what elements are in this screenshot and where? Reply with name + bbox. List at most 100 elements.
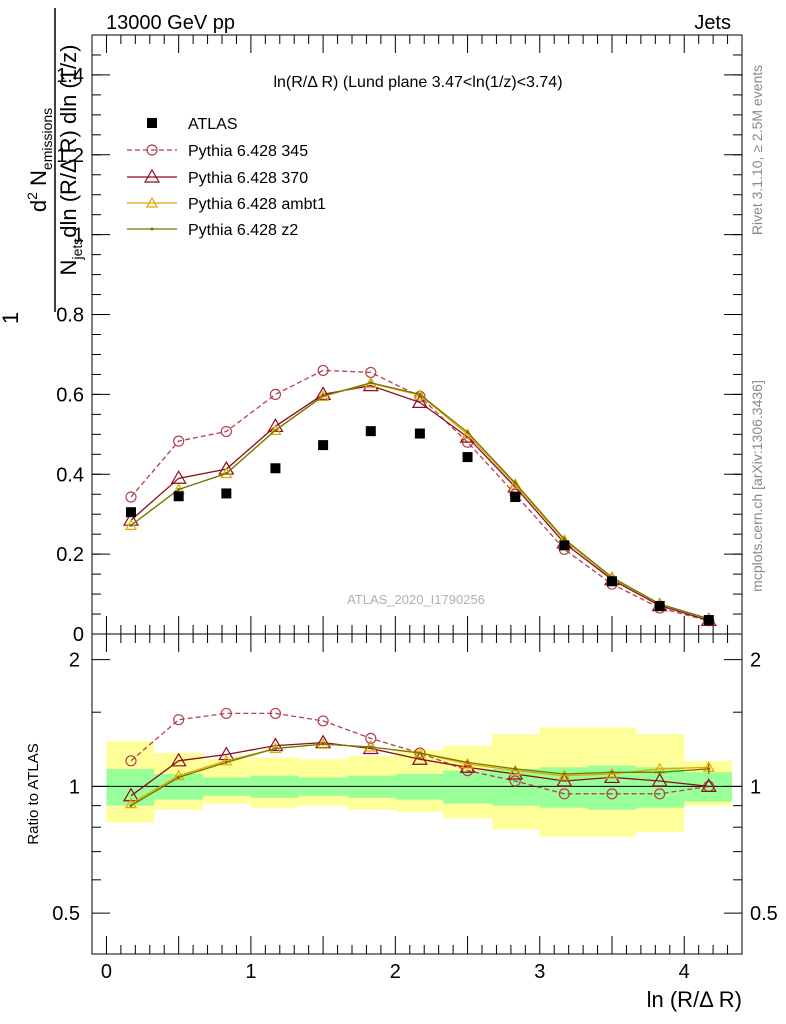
main-y-tick-label: 1.2 (56, 145, 84, 167)
main-series-4-point (129, 523, 133, 527)
ratio-series-1-point (125, 755, 137, 767)
ratio-series-3-point (172, 769, 185, 781)
main-data-point (270, 463, 281, 474)
ratio-series-4-point (418, 751, 422, 755)
ratio-series-4-point (658, 770, 662, 774)
main-data-point (607, 576, 617, 587)
main-y-tick-label: 0.2 (56, 544, 84, 566)
ratio-y-tick-label: 1 (69, 776, 80, 798)
main-series-3-point (509, 478, 522, 489)
main-data-point (318, 440, 329, 451)
ratio-series-3-point (558, 769, 571, 781)
ratio-series-2-point (315, 734, 332, 749)
main-data-point (703, 615, 714, 626)
ratio-series-1-line (130, 712, 709, 795)
ratio-series-2-point (218, 746, 235, 761)
ratio-series-4-point (177, 775, 181, 779)
main-data-point (365, 426, 376, 437)
main-y-tick-label: 0.6 (56, 384, 84, 406)
ratio-series-1-point (220, 707, 232, 720)
legend-marker-ambt1 (145, 196, 159, 208)
ratio-series-2-point (122, 787, 140, 802)
ratio-y-tick-label: 2 (69, 650, 80, 672)
watermark: ATLAS_2020_I1790256 (347, 592, 485, 607)
ratio-series-1-point (509, 775, 521, 787)
svg-text:Njetsdln (R/Δ R) dln (1/z): Njetsdln (R/Δ R) dln (1/z) (56, 45, 85, 276)
main-data-point (510, 492, 521, 503)
ratio-series-2-point (651, 772, 668, 787)
main-series-4-point (513, 481, 517, 485)
main-series-2-line (130, 384, 709, 622)
main-series-4-point (466, 430, 470, 434)
main-data-point (414, 428, 425, 439)
mcplots-label: mcplots.cern.ch [arXiv:1306.3436] (749, 380, 765, 592)
main-series-3-point (269, 424, 282, 435)
ratio-series-1-point (606, 788, 618, 800)
ratio-series-4-point (129, 804, 133, 808)
main-plot-title: ln(R/Δ R) (Lund plane 3.47<ln(1/z)<3.74) (273, 74, 562, 91)
main-data-point (173, 491, 184, 502)
ratio-series-2-point (411, 751, 428, 765)
ratio-series-3-point (317, 737, 330, 749)
main-series-4-point (321, 394, 325, 398)
ratio-series-2-point (170, 752, 187, 767)
ratio-series-2-point (267, 737, 284, 752)
ratio-series-4-point (273, 747, 277, 751)
main-y-tick-label: 1 (73, 225, 84, 247)
x-axis-title: ln (R/Δ R) (647, 987, 742, 1012)
main-y-tick-label: 1.4 (56, 65, 84, 87)
ratio-y-tick-label-right: 0.5 (750, 903, 778, 925)
x-tick-label: 4 (679, 961, 690, 983)
ratio-series-4-point (224, 760, 228, 764)
main-series-1-point (317, 364, 329, 377)
legend-marker-atlas (147, 118, 157, 128)
legend-label-370: Pythia 6.428 370 (188, 170, 308, 187)
ratio-series-1-point (173, 714, 185, 726)
main-data-point (221, 488, 232, 499)
ratio-series-4-point (369, 745, 373, 749)
main-series-2-point (411, 394, 428, 408)
ratio-series-3-point (509, 764, 522, 776)
main-series-4-point (562, 537, 566, 541)
main-y-tick-label: 0.8 (56, 305, 84, 327)
rivet-label: Rivet 3.1.10, ≥ 2.5M events (749, 65, 765, 235)
ratio-series-4-point (562, 772, 566, 776)
main-series-1-point (173, 435, 185, 447)
svg-text:1: 1 (0, 312, 23, 324)
main-data-point (126, 507, 136, 518)
ratio-series-4-point (466, 760, 470, 764)
ratio-panel-frame (91, 633, 743, 955)
main-series-4-point (369, 381, 373, 385)
main-data-point (462, 452, 473, 463)
ratio-series-2-point (700, 778, 717, 792)
legend-label-z2: Pythia 6.428 z2 (188, 222, 298, 239)
main-series-4-point (177, 487, 181, 491)
main-series-4-line (130, 382, 709, 620)
main-series-3-point (461, 428, 474, 439)
ratio-y-tick-label: 0.5 (52, 903, 80, 925)
legend-label-atlas: ATLAS (188, 116, 238, 133)
main-series-1-point (125, 491, 137, 503)
ratio-series-4-point (610, 770, 614, 774)
main-y-tick-label: 0.4 (56, 464, 84, 486)
ratio-series-3-point (124, 797, 138, 809)
main-data-point (559, 540, 570, 551)
header-right: Jets (694, 12, 731, 34)
x-tick-label: 3 (534, 961, 545, 983)
main-y-tick-label: 0 (73, 624, 84, 646)
x-tick-label: 1 (245, 961, 256, 983)
ratio-series-4-point (513, 767, 517, 771)
main-series-3-point (124, 519, 138, 530)
header-left: 13000 GeV pp (106, 12, 235, 34)
main-series-4-point (273, 428, 277, 432)
svg-text:d2 Nemissions: d2 Nemissions (24, 108, 55, 212)
ratio-series-1-point (365, 732, 377, 744)
legend-marker-z2 (150, 227, 154, 231)
main-y-axis-title: d2 Nemissions Njetsdln (R/Δ R) dln (1/z)… (0, 8, 85, 324)
legend-label-ambt1: Pythia 6.428 ambt1 (188, 196, 326, 213)
legend: ATLAS Pythia 6.428 345 Pythia 6.428 370 … (127, 116, 326, 239)
ratio-series-3-point (461, 757, 474, 769)
main-series-1-point (269, 388, 282, 400)
main-series-2-point (315, 386, 332, 400)
x-tick-label: 0 (101, 961, 112, 983)
